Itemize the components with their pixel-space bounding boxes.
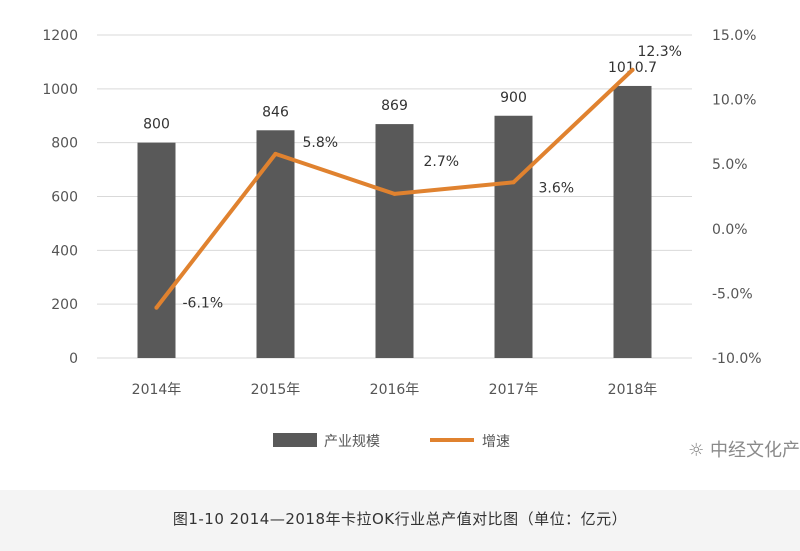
- y-left-tick-label: 600: [51, 190, 78, 206]
- chart-panel: 0 200 400 600 800 1000 1200 -10.0% -5.0% 0.0% 5.0%…: [0, 0, 800, 490]
- line-point: [630, 67, 635, 72]
- wechat-icon: ☼: [688, 440, 705, 461]
- line-point: [154, 305, 159, 310]
- y-left-tick-label: 800: [51, 136, 78, 152]
- bar: [494, 115, 533, 358]
- legend-label-line: 增速: [482, 434, 510, 450]
- line-point: [392, 191, 397, 196]
- line-value-label: -6.1%: [183, 296, 224, 312]
- bar-value-label: 846: [262, 104, 289, 120]
- line-value-label: 2.7%: [424, 154, 460, 170]
- bar: [613, 85, 652, 358]
- y-right-tick-label: 0.0%: [712, 222, 748, 238]
- bar: [375, 124, 414, 358]
- legend-label-bar: 产业规模: [324, 434, 380, 450]
- line-value-label: 5.8%: [303, 135, 339, 151]
- x-tick-label: 2014年: [132, 382, 182, 398]
- bar: [137, 142, 176, 358]
- line-point: [273, 151, 278, 156]
- line-value-label: 3.6%: [539, 180, 575, 196]
- bar-value-label: 900: [500, 90, 527, 106]
- line-value-label: 12.3%: [638, 44, 682, 60]
- y-right-tick-label: -5.0%: [712, 286, 753, 302]
- y-left-tick-label: 1000: [42, 82, 78, 98]
- bar: [256, 130, 295, 358]
- watermark: ☼ 中经文化产: [688, 436, 800, 462]
- y-right-tick-label: 10.0%: [712, 93, 756, 109]
- x-tick-label: 2018年: [608, 382, 658, 398]
- y-left-tick-label: 1200: [42, 28, 78, 44]
- bar-value-label: 869: [381, 98, 408, 114]
- figure-caption: 图1-10 2014—2018年卡拉OK行业总产值对比图（单位：亿元）: [172, 510, 628, 528]
- combo-chart: 0 200 400 600 800 1000 1200 -10.0% -5.0% 0.0% 5.0%…: [42, 28, 762, 450]
- line-point: [511, 180, 516, 185]
- y-right-tick-label: 5.0%: [712, 157, 748, 173]
- y-left-tick-label: 0: [69, 351, 78, 367]
- y-left-tick-label: 400: [51, 243, 78, 259]
- x-tick-label: 2017年: [489, 382, 539, 398]
- bar-value-label: 800: [143, 117, 170, 133]
- x-tick-label: 2015年: [251, 382, 301, 398]
- y-right-tick-label: 15.0%: [712, 28, 756, 44]
- x-tick-label: 2016年: [370, 382, 420, 398]
- legend-swatch-bar: [273, 433, 317, 447]
- watermark-text: 中经文化产: [710, 440, 800, 461]
- y-right-tick-label: -10.0%: [712, 351, 762, 367]
- y-left-tick-label: 200: [51, 297, 78, 313]
